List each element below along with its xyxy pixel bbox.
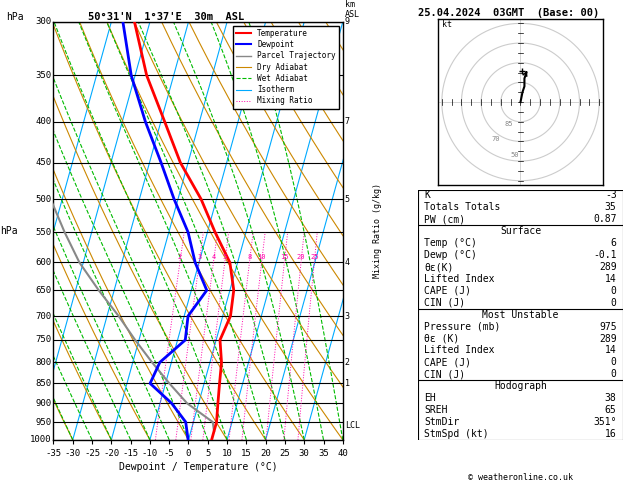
- Text: 4: 4: [211, 254, 216, 260]
- Text: Most Unstable: Most Unstable: [482, 310, 559, 320]
- Text: 50°31'N  1°37'E  30m  ASL: 50°31'N 1°37'E 30m ASL: [88, 12, 244, 22]
- Text: 2: 2: [178, 254, 182, 260]
- Text: 600: 600: [35, 258, 52, 267]
- Text: 6: 6: [611, 238, 616, 248]
- Text: 0.87: 0.87: [593, 214, 616, 225]
- Text: CIN (J): CIN (J): [425, 298, 465, 308]
- Text: 8: 8: [247, 254, 252, 260]
- Text: 0: 0: [611, 369, 616, 379]
- Text: 20: 20: [297, 254, 305, 260]
- Text: 0: 0: [611, 357, 616, 367]
- Text: CAPE (J): CAPE (J): [425, 286, 471, 296]
- Text: 1: 1: [345, 379, 350, 388]
- Text: hPa: hPa: [1, 226, 18, 236]
- Text: SREH: SREH: [425, 405, 448, 415]
- Text: kt: kt: [442, 20, 452, 29]
- Text: 289: 289: [599, 262, 616, 272]
- Text: Totals Totals: Totals Totals: [425, 202, 501, 212]
- Text: 50: 50: [511, 152, 519, 158]
- Text: Surface: Surface: [500, 226, 541, 236]
- Text: CIN (J): CIN (J): [425, 369, 465, 379]
- Text: K: K: [425, 191, 430, 201]
- Text: © weatheronline.co.uk: © weatheronline.co.uk: [468, 473, 573, 482]
- Text: 7: 7: [345, 117, 350, 126]
- Text: PW (cm): PW (cm): [425, 214, 465, 225]
- Text: LCL: LCL: [345, 421, 360, 430]
- Text: StmDir: StmDir: [425, 417, 460, 427]
- Text: 14: 14: [605, 274, 616, 284]
- Text: 289: 289: [599, 333, 616, 344]
- Text: km
ASL: km ASL: [345, 0, 360, 19]
- Text: Temp (°C): Temp (°C): [425, 238, 477, 248]
- Text: -3: -3: [605, 191, 616, 201]
- Text: 351°: 351°: [593, 417, 616, 427]
- Text: -0.1: -0.1: [593, 250, 616, 260]
- Text: 35: 35: [605, 202, 616, 212]
- Text: 4: 4: [345, 258, 350, 267]
- Text: 15: 15: [280, 254, 289, 260]
- Text: 0: 0: [611, 298, 616, 308]
- Text: 2: 2: [345, 358, 350, 367]
- Text: 350: 350: [35, 71, 52, 80]
- Text: 1000: 1000: [30, 435, 52, 444]
- Text: Hodograph: Hodograph: [494, 381, 547, 391]
- Text: 700: 700: [35, 312, 52, 320]
- Text: 800: 800: [35, 358, 52, 367]
- Text: 85: 85: [504, 121, 513, 127]
- Text: 16: 16: [605, 429, 616, 439]
- Text: Pressure (mb): Pressure (mb): [425, 322, 501, 331]
- Text: Dewp (°C): Dewp (°C): [425, 250, 477, 260]
- Text: CAPE (J): CAPE (J): [425, 357, 471, 367]
- Text: 14: 14: [605, 346, 616, 355]
- Text: 10: 10: [257, 254, 266, 260]
- Text: Mixing Ratio (g/kg): Mixing Ratio (g/kg): [373, 183, 382, 278]
- Text: Lifted Index: Lifted Index: [425, 346, 495, 355]
- Text: 650: 650: [35, 286, 52, 295]
- Text: 500: 500: [35, 195, 52, 204]
- Text: 25: 25: [310, 254, 318, 260]
- Legend: Temperature, Dewpoint, Parcel Trajectory, Dry Adiabat, Wet Adiabat, Isotherm, Mi: Temperature, Dewpoint, Parcel Trajectory…: [233, 26, 339, 108]
- Text: 850: 850: [35, 379, 52, 388]
- Text: 9: 9: [345, 17, 350, 26]
- Text: 25.04.2024  03GMT  (Base: 00): 25.04.2024 03GMT (Base: 00): [418, 8, 599, 18]
- Text: 400: 400: [35, 117, 52, 126]
- Text: θε (K): θε (K): [425, 333, 460, 344]
- Text: 38: 38: [605, 393, 616, 403]
- Text: Lifted Index: Lifted Index: [425, 274, 495, 284]
- Text: 3: 3: [345, 312, 350, 320]
- Text: 70: 70: [491, 137, 499, 142]
- Text: EH: EH: [425, 393, 436, 403]
- Text: 5: 5: [345, 195, 350, 204]
- Text: 975: 975: [599, 322, 616, 331]
- Text: hPa: hPa: [6, 12, 24, 22]
- Text: 0: 0: [611, 286, 616, 296]
- Text: 550: 550: [35, 228, 52, 237]
- Text: 950: 950: [35, 417, 52, 427]
- Text: 5: 5: [223, 254, 227, 260]
- Text: 3: 3: [197, 254, 201, 260]
- X-axis label: Dewpoint / Temperature (°C): Dewpoint / Temperature (°C): [119, 462, 277, 472]
- Text: 750: 750: [35, 335, 52, 345]
- Text: θε(K): θε(K): [425, 262, 454, 272]
- Text: 900: 900: [35, 399, 52, 408]
- Text: StmSpd (kt): StmSpd (kt): [425, 429, 489, 439]
- Text: 65: 65: [605, 405, 616, 415]
- Text: 450: 450: [35, 158, 52, 167]
- Text: 300: 300: [35, 17, 52, 26]
